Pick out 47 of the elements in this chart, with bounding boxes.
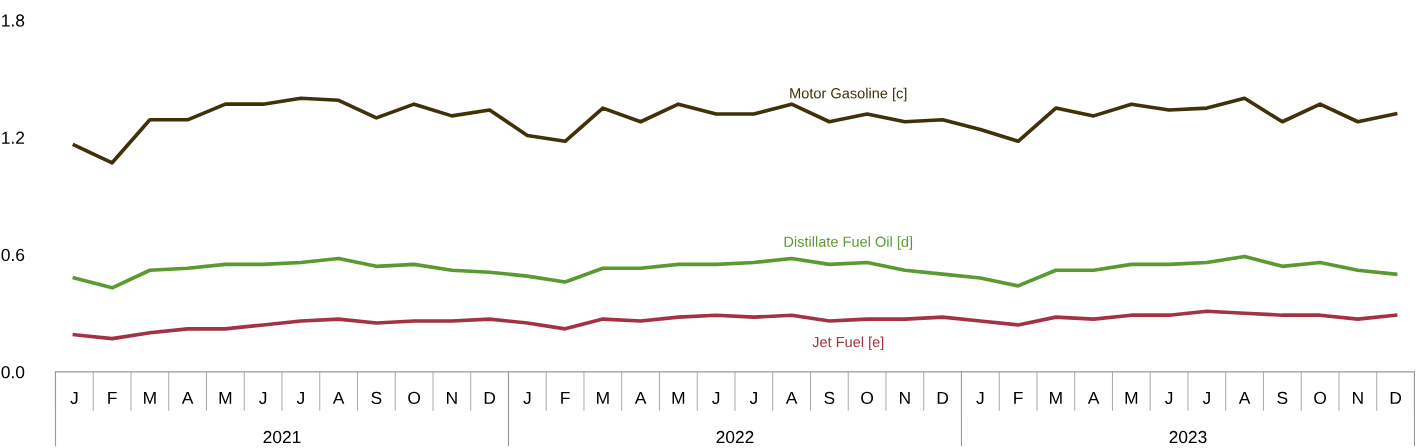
x-tick-label: D bbox=[484, 391, 496, 404]
x-tick-label: O bbox=[408, 391, 421, 405]
x-tick-label: J bbox=[70, 391, 78, 405]
series-label: Motor Gasoline [c] bbox=[790, 87, 907, 102]
x-tick-label: M bbox=[597, 391, 609, 404]
x-tick-label: J bbox=[259, 391, 267, 405]
x-tick-label: S bbox=[824, 391, 835, 405]
x-tick-label: F bbox=[108, 391, 117, 404]
x-tick-label: S bbox=[371, 391, 382, 405]
x-tick-label: M bbox=[144, 391, 156, 404]
x-tick-label: D bbox=[1390, 391, 1402, 404]
series-label: Distillate Fuel Oil [d] bbox=[784, 236, 913, 250]
y-tick-label: 0.6 bbox=[1, 248, 25, 262]
x-tick-label: J bbox=[296, 391, 304, 405]
x-tick-label: F bbox=[1014, 391, 1023, 404]
x-tick-label: S bbox=[1277, 391, 1288, 405]
x-tick-label: O bbox=[1314, 391, 1327, 405]
x-tick-label: A bbox=[1087, 391, 1100, 404]
x-tick-label: N bbox=[900, 391, 910, 404]
x-tick-label: M bbox=[672, 391, 685, 404]
x-tick-label: M bbox=[219, 391, 232, 404]
y-tick-label: 1.2 bbox=[2, 131, 25, 144]
line-series bbox=[72, 254, 1398, 290]
y-tick-label: 0.0 bbox=[1, 366, 25, 379]
y-tick-label: 1.8 bbox=[2, 14, 25, 27]
text: 2021 bbox=[263, 430, 301, 444]
x-tick-label: A bbox=[785, 391, 798, 404]
series-label: Jet Fuel [e] bbox=[812, 336, 884, 351]
x-tick-label: F bbox=[561, 391, 570, 404]
text: 2023 bbox=[1169, 430, 1207, 444]
x-tick-label: A bbox=[332, 391, 345, 404]
x-tick-label: O bbox=[861, 391, 874, 405]
x-tick-label: J bbox=[523, 391, 531, 405]
x-tick-label: N bbox=[447, 391, 457, 404]
x-tick-label: J bbox=[1165, 391, 1173, 405]
x-tick-label: N bbox=[1352, 391, 1363, 404]
x-tick-label: J bbox=[1202, 391, 1210, 405]
x-tick-label: D bbox=[937, 391, 949, 404]
x-tick-label: A bbox=[634, 391, 647, 404]
x-tick-label: A bbox=[181, 391, 194, 404]
x-tick-label: M bbox=[1125, 391, 1138, 404]
x-tick-label: M bbox=[1050, 391, 1062, 404]
x-tick-label: J bbox=[976, 391, 984, 405]
x-tick-label: A bbox=[1238, 391, 1251, 404]
x-tick-label: J bbox=[712, 391, 720, 405]
x-tick-label: J bbox=[749, 391, 757, 405]
text: 2022 bbox=[716, 430, 754, 444]
